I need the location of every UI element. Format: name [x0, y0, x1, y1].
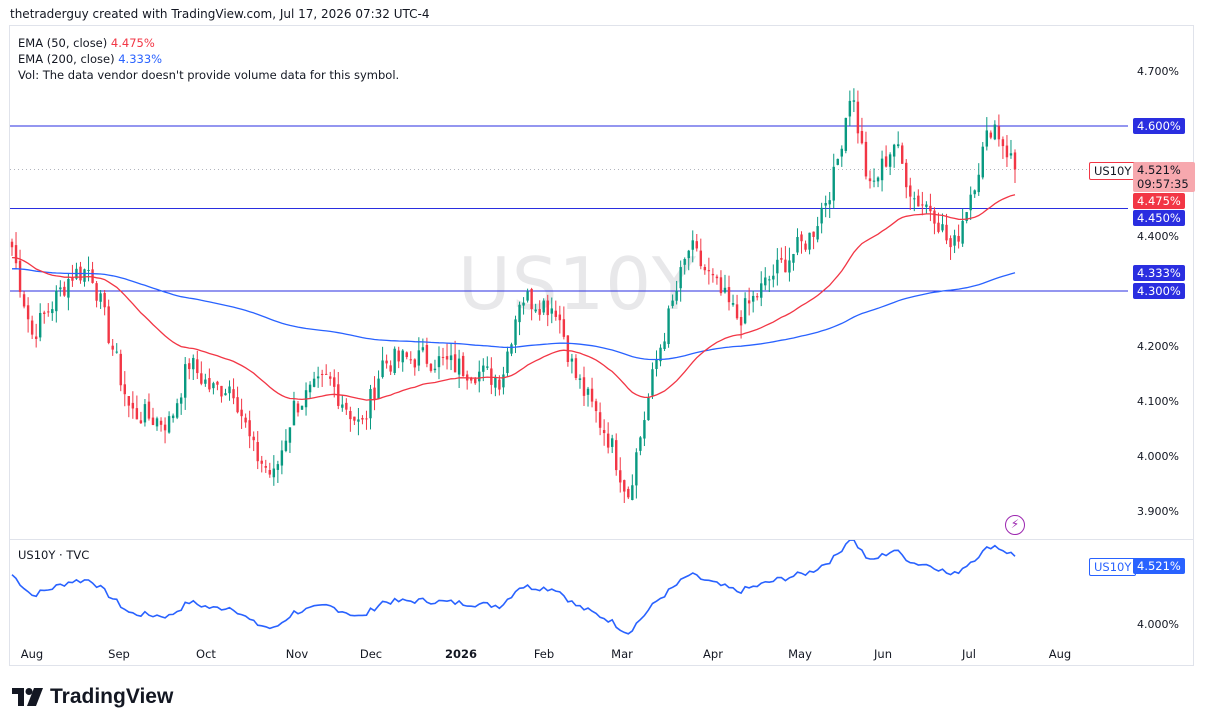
- ema200-legend[interactable]: EMA (200, close) 4.333%: [18, 52, 162, 66]
- lightning-icon[interactable]: ⚡: [1005, 515, 1025, 535]
- price-axis-label: 4.200%: [1137, 340, 1179, 353]
- ema50-legend[interactable]: EMA (50, close) 4.475%: [18, 36, 155, 50]
- symbol-tag: US10Y: [1089, 162, 1137, 180]
- ema200-legend-value: 4.333%: [118, 52, 163, 66]
- chart-attribution: thetraderguy created with TradingView.co…: [10, 7, 430, 21]
- ema50-legend-label: EMA (50, close): [18, 36, 108, 50]
- price-axis-label: 4.100%: [1137, 395, 1179, 408]
- level-tag-445[interactable]: 4.450%: [1133, 210, 1185, 226]
- last-price-tag[interactable]: 4.521% 09:57:35: [1133, 162, 1195, 192]
- time-axis-label: Jun: [874, 647, 892, 661]
- lower-symbol-tag: US10Y: [1089, 558, 1137, 576]
- bar-countdown: 09:57:35: [1137, 177, 1189, 191]
- tradingview-logo-text: TradingView: [50, 685, 174, 708]
- level-tag-430[interactable]: 4.300%: [1133, 283, 1185, 299]
- volume-legend[interactable]: Vol: The data vendor doesn't provide vol…: [18, 68, 399, 82]
- price-axis-label: 4.700%: [1137, 65, 1179, 78]
- time-axis-label: Aug: [20, 647, 44, 661]
- ema50-price-tag: 4.475%: [1133, 193, 1185, 209]
- chart-frame: [9, 25, 1194, 666]
- time-axis-label: Feb: [533, 647, 555, 661]
- time-axis-label: May: [788, 647, 812, 661]
- pane-separator[interactable]: [10, 539, 1194, 540]
- time-axis-label: Mar: [611, 647, 633, 661]
- ema200-price-tag: 4.333%: [1133, 265, 1185, 281]
- time-axis-label: Aug: [1048, 647, 1072, 661]
- tradingview-logo[interactable]: TradingView: [12, 685, 173, 709]
- time-axis-label: Jul: [962, 647, 976, 661]
- time-axis-label: Dec: [359, 647, 383, 661]
- time-axis-label: 2026: [444, 647, 478, 661]
- price-axis-label: 3.900%: [1137, 505, 1179, 518]
- time-axis-label: Oct: [196, 647, 216, 661]
- ema50-legend-value: 4.475%: [110, 36, 155, 50]
- price-axis-label: 4.000%: [1137, 450, 1179, 463]
- lower-last-price-tag: 4.521%: [1133, 558, 1185, 574]
- tradingview-logo-icon: [12, 688, 43, 706]
- lower-axis-label: 4.000%: [1137, 618, 1179, 631]
- symbol-watermark: US10Y: [458, 242, 697, 326]
- level-tag-460[interactable]: 4.600%: [1133, 118, 1185, 134]
- time-axis-label: Apr: [703, 647, 723, 661]
- price-axis-label: 4.400%: [1137, 230, 1179, 243]
- last-price-value: 4.521%: [1137, 163, 1181, 177]
- volume-legend-text: Vol: The data vendor doesn't provide vol…: [18, 68, 400, 82]
- time-axis-label: Sep: [108, 647, 130, 661]
- ema200-legend-label: EMA (200, close): [18, 52, 115, 66]
- lower-pane-label: US10Y · TVC: [18, 548, 90, 562]
- time-axis-label: Nov: [285, 647, 309, 661]
